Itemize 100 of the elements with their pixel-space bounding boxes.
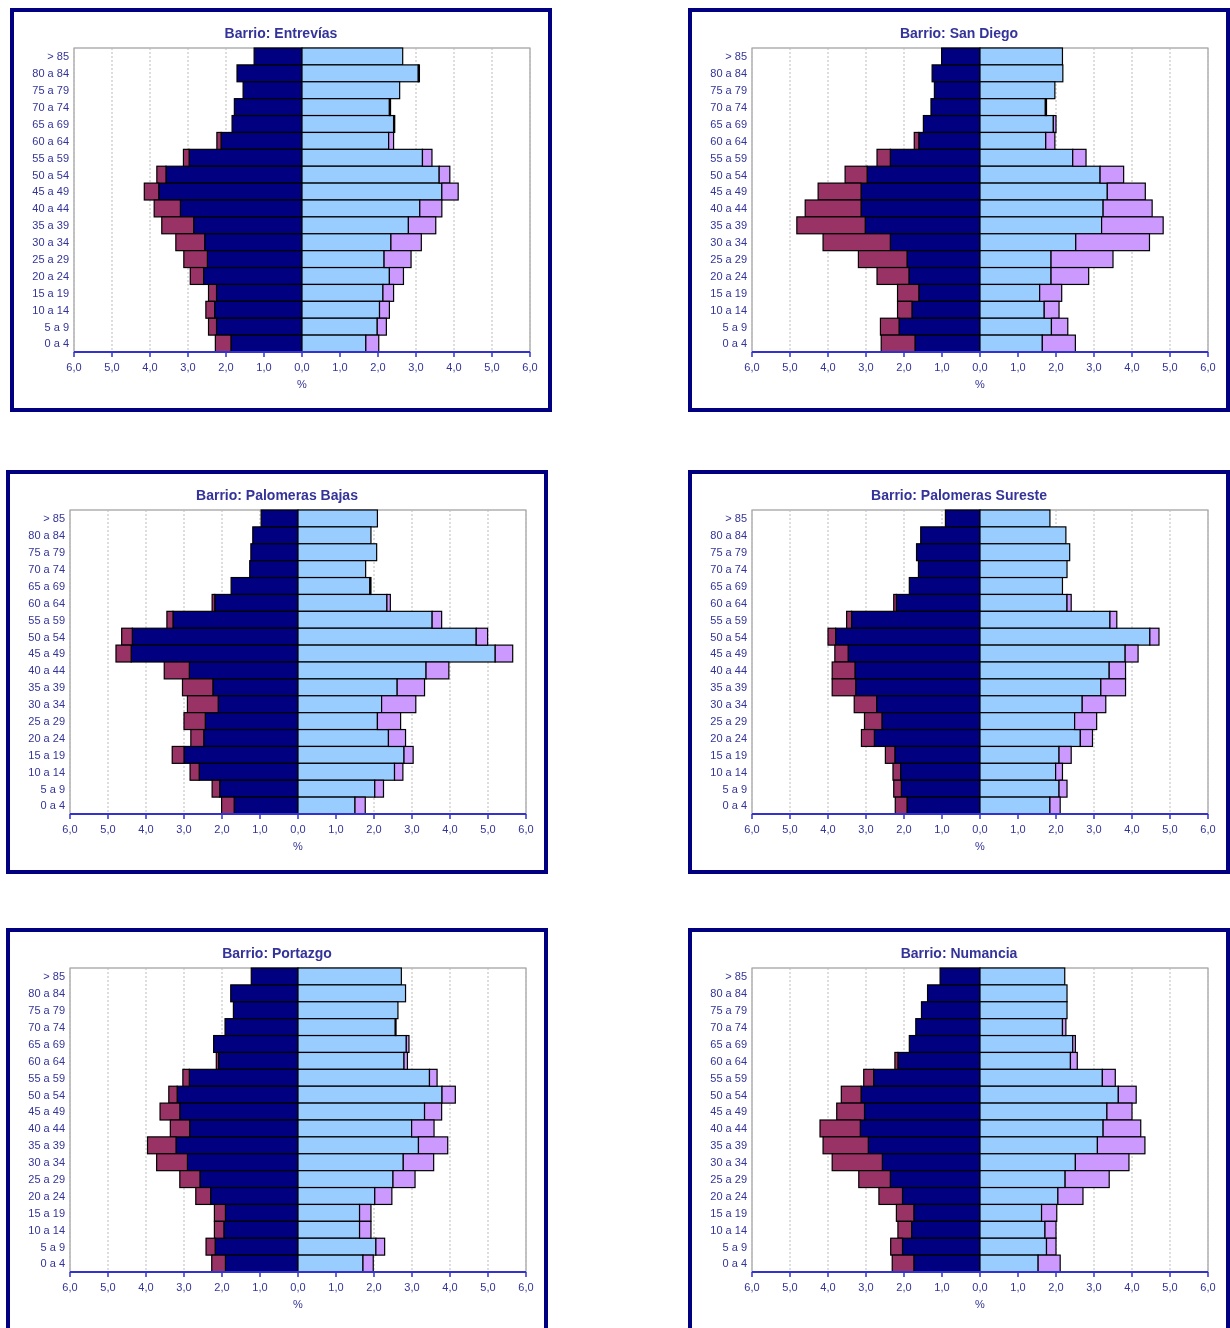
y-tick-label: 80 a 84: [710, 529, 747, 542]
y-tick-label: 0 a 4: [40, 799, 65, 812]
x-tick-label: 4,0: [820, 361, 836, 373]
x-tick-label: 5,0: [480, 1281, 496, 1293]
x-tick-label: 2,0: [1048, 361, 1064, 373]
y-tick-label: 20 a 24: [28, 731, 65, 744]
y-tick-label: 0 a 4: [40, 1257, 65, 1270]
x-tick-label: 6,0: [522, 361, 538, 373]
y-tick-label: 15 a 19: [710, 1206, 747, 1219]
y-tick-label: 60 a 64: [710, 596, 747, 609]
y-tick-label: 10 a 14: [710, 765, 747, 778]
x-tick-label: 5,0: [100, 1281, 116, 1293]
y-tick-label: > 85: [47, 50, 69, 63]
x-tick-label: 4,0: [1124, 1281, 1140, 1293]
y-tick-label: 0 a 4: [44, 337, 69, 350]
y-tick-label: 45 a 49: [710, 185, 747, 198]
x-tick-label: 1,0: [252, 1281, 268, 1293]
y-tick-label: 30 a 34: [710, 236, 747, 249]
x-tick-label: 2,0: [214, 1281, 230, 1293]
y-tick-label: 40 a 44: [28, 664, 65, 677]
y-tick-label: 35 a 39: [710, 1139, 747, 1152]
y-tick-label: 65 a 69: [710, 579, 747, 592]
x-tick-label: 3,0: [858, 823, 874, 835]
x-tick-label: 3,0: [180, 361, 196, 373]
x-tick-label: 6,0: [518, 823, 534, 835]
x-axis-title: %: [975, 378, 986, 390]
x-tick-label: 4,0: [142, 361, 158, 373]
y-tick-label: 80 a 84: [32, 67, 69, 80]
y-tick-label: > 85: [725, 512, 747, 525]
y-tick-label: 35 a 39: [28, 681, 65, 694]
y-tick-label: > 85: [725, 970, 747, 983]
x-tick-label: 5,0: [1162, 1281, 1178, 1293]
x-tick-label: 2,0: [1048, 823, 1064, 835]
y-tick-label: 75 a 79: [710, 84, 747, 97]
y-tick-label: 45 a 49: [710, 1105, 747, 1118]
x-tick-label: 5,0: [1162, 823, 1178, 835]
x-tick-label: 3,0: [858, 361, 874, 373]
x-tick-label: 2,0: [896, 823, 912, 835]
x-tick-label: 3,0: [858, 1281, 874, 1293]
x-axis-title: %: [975, 840, 986, 852]
x-tick-label: 4,0: [138, 1281, 154, 1293]
y-tick-label: 60 a 64: [710, 1054, 747, 1067]
x-tick-label: 4,0: [820, 823, 836, 835]
x-tick-label: 5,0: [782, 361, 798, 373]
x-tick-label: 0,0: [972, 361, 988, 373]
x-tick-label: 5,0: [104, 361, 120, 373]
x-tick-label: 3,0: [404, 1281, 420, 1293]
x-tick-label: 2,0: [366, 823, 382, 835]
x-tick-label: 5,0: [480, 823, 496, 835]
x-axis-title: %: [297, 378, 308, 390]
y-tick-label: 5 a 9: [44, 320, 69, 333]
x-tick-label: 1,0: [328, 1281, 344, 1293]
y-tick-label: 5 a 9: [722, 320, 747, 333]
x-tick-label: 4,0: [1124, 823, 1140, 835]
x-tick-label: 1,0: [256, 361, 272, 373]
y-tick-label: 80 a 84: [28, 987, 65, 1000]
y-tick-label: 55 a 59: [710, 151, 747, 164]
y-tick-label: 55 a 59: [32, 151, 69, 164]
x-tick-label: 5,0: [782, 823, 798, 835]
y-tick-label: 65 a 69: [710, 117, 747, 130]
y-tick-label: 10 a 14: [710, 303, 747, 316]
y-tick-label: 0 a 4: [722, 799, 747, 812]
chart-title: Barrio: Portazgo: [222, 945, 332, 961]
x-tick-label: 1,0: [934, 1281, 950, 1293]
y-tick-label: 15 a 19: [32, 286, 69, 299]
y-tick-label: 10 a 14: [28, 765, 65, 778]
y-tick-label: 45 a 49: [28, 647, 65, 660]
y-tick-label: 15 a 19: [28, 748, 65, 761]
x-tick-label: 0,0: [290, 1281, 306, 1293]
y-tick-label: 10 a 14: [28, 1223, 65, 1236]
chart-title: Barrio: Palomeras Sureste: [871, 487, 1048, 503]
y-tick-label: 65 a 69: [28, 579, 65, 592]
y-tick-label: 35 a 39: [28, 1139, 65, 1152]
y-tick-label: 55 a 59: [710, 613, 747, 626]
y-tick-label: 55 a 59: [28, 1071, 65, 1084]
y-tick-label: 20 a 24: [28, 1189, 65, 1202]
x-tick-label: 4,0: [820, 1281, 836, 1293]
y-tick-label: 55 a 59: [28, 613, 65, 626]
y-tick-label: 5 a 9: [40, 1240, 65, 1253]
y-tick-label: 40 a 44: [710, 664, 747, 677]
y-tick-label: 0 a 4: [722, 337, 747, 350]
y-tick-label: 15 a 19: [710, 286, 747, 299]
chart-title: Barrio: San Diego: [899, 25, 1019, 41]
x-tick-label: 1,0: [1010, 1281, 1026, 1293]
x-tick-label: 1,0: [332, 361, 348, 373]
x-tick-label: 6,0: [1200, 1281, 1216, 1293]
x-tick-label: 2,0: [1048, 1281, 1064, 1293]
y-tick-label: 70 a 74: [28, 562, 65, 575]
y-tick-label: 5 a 9: [722, 1240, 747, 1253]
x-axis-title: %: [293, 1298, 304, 1310]
y-tick-label: > 85: [43, 970, 65, 983]
x-tick-label: 1,0: [934, 361, 950, 373]
x-tick-label: 4,0: [138, 823, 154, 835]
y-tick-label: 60 a 64: [710, 134, 747, 147]
y-tick-label: 75 a 79: [28, 546, 65, 559]
y-tick-label: 75 a 79: [32, 84, 69, 97]
y-tick-label: 50 a 54: [32, 168, 69, 181]
y-tick-label: 70 a 74: [710, 100, 747, 113]
x-tick-label: 2,0: [366, 1281, 382, 1293]
x-tick-label: 6,0: [518, 1281, 534, 1293]
